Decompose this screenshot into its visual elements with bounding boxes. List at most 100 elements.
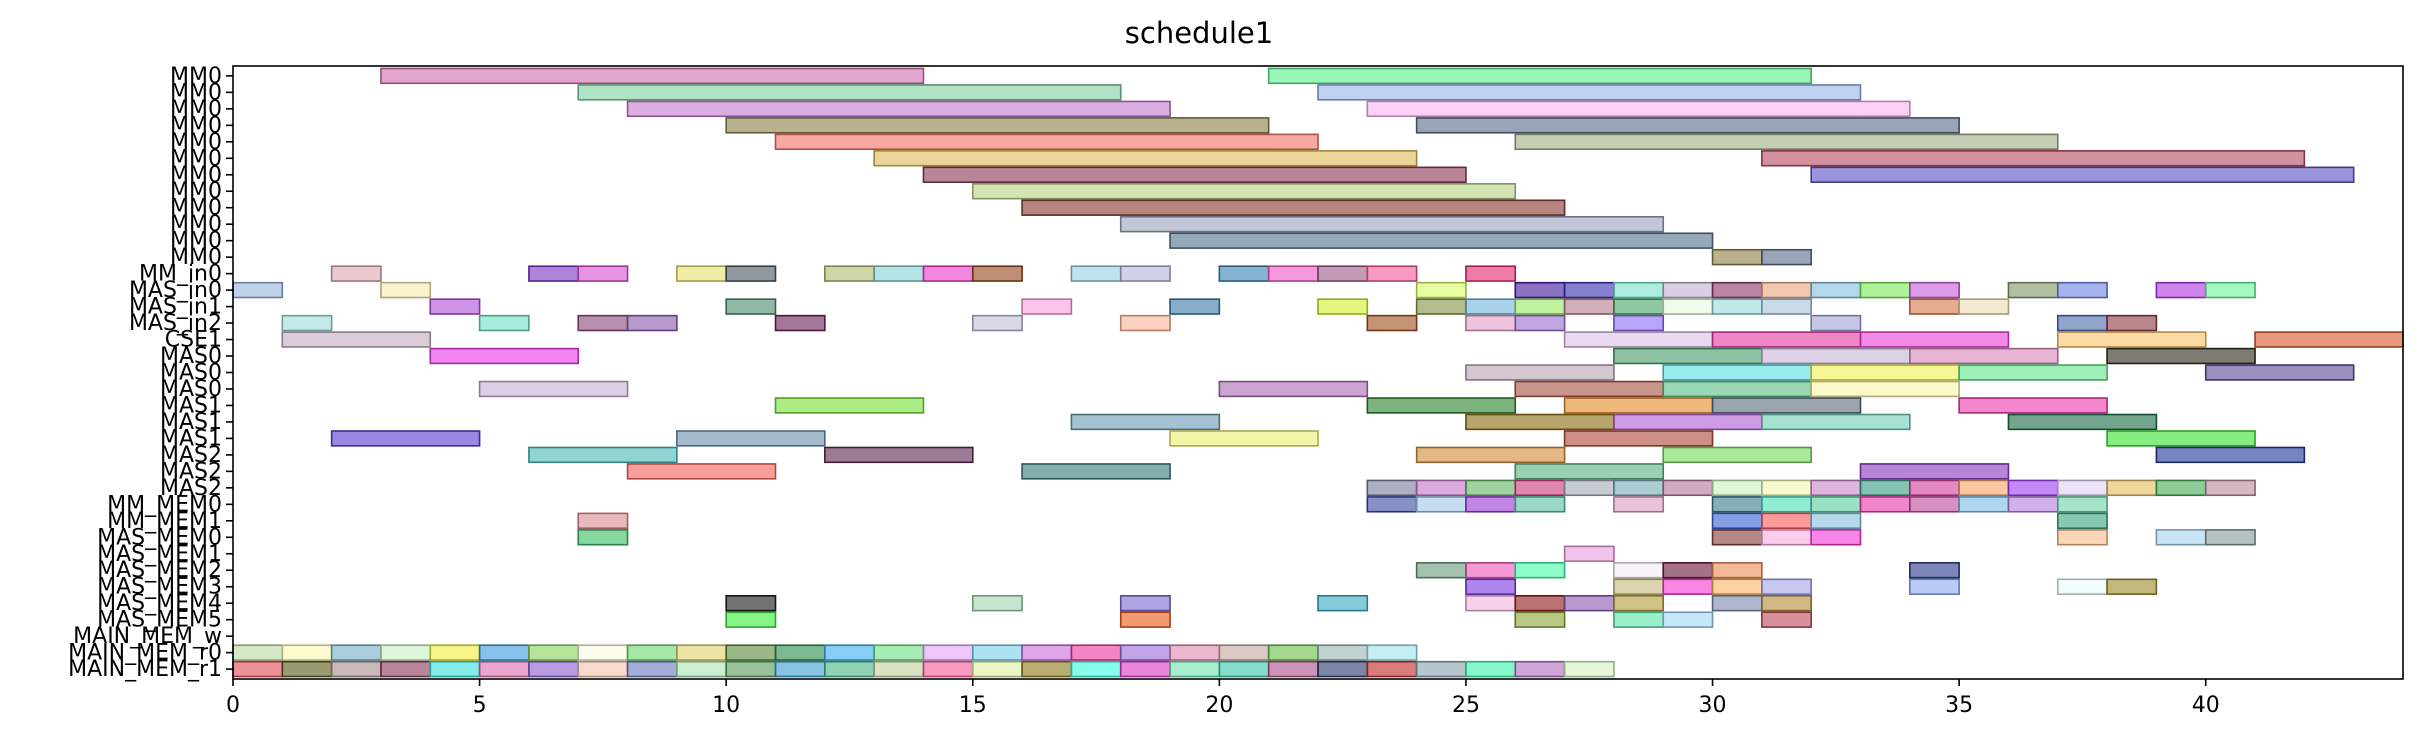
y-tick-label: MAS1 <box>160 410 222 435</box>
task-bar <box>1218 644 1270 661</box>
task-bar <box>1465 314 1517 332</box>
task-bar <box>2007 496 2059 513</box>
task-bar <box>1859 463 2010 480</box>
task-bar <box>1711 496 1763 513</box>
task-bar <box>2056 281 2108 299</box>
task-bar <box>1169 232 1714 249</box>
task-bar <box>1415 298 1467 315</box>
plot-frame <box>232 65 2404 680</box>
task-bar <box>626 100 1171 118</box>
task-bar <box>1958 496 2010 513</box>
y-tick-label: MM0 <box>170 212 222 237</box>
task-bar <box>676 660 727 678</box>
chart-title: schedule1 <box>1125 16 1273 50</box>
task-bar <box>1465 594 1517 612</box>
task-bar <box>1119 215 1665 233</box>
task-bar <box>1514 496 1566 513</box>
task-bar <box>2106 430 2256 447</box>
task-bar <box>2007 479 2059 497</box>
task-bar <box>1119 594 1171 612</box>
task-bar <box>1810 496 1862 513</box>
task-bar <box>1761 298 1812 315</box>
y-tick-label: MM0 <box>170 229 222 254</box>
task-bar <box>2106 578 2158 595</box>
task-bar <box>577 314 629 332</box>
task-bar <box>922 660 974 678</box>
task-bar <box>2056 578 2108 595</box>
y-tick-label: CSE1 <box>165 328 222 353</box>
task-bar <box>577 512 629 530</box>
task-bar <box>478 660 530 678</box>
task-bar <box>1267 265 1319 282</box>
y-tick-label: MAS2 <box>160 443 222 468</box>
task-bar <box>1366 644 1418 661</box>
task-bar <box>1613 281 1665 299</box>
task-bar <box>1761 347 1911 365</box>
x-tick-label: 0 <box>226 693 240 718</box>
task-bar <box>1415 562 1467 579</box>
task-bar <box>676 265 727 282</box>
y-tick-label: MM_in0 <box>139 262 222 287</box>
y-tick-label: MAS2 <box>160 459 222 484</box>
task-bar <box>774 133 1319 151</box>
task-bar <box>1317 298 1369 315</box>
y-tick-label: MM0 <box>170 130 222 155</box>
task-bar <box>824 265 875 282</box>
task-bar <box>1366 479 1418 497</box>
task-bar <box>1021 644 1073 661</box>
y-tick-label: MM0 <box>170 196 222 221</box>
task-bar <box>232 644 284 661</box>
task-bar <box>2106 314 2158 332</box>
y-tick-label: MAS_MEM2 <box>97 558 222 583</box>
task-bar <box>1761 611 1812 628</box>
y-tick-label: MAS_MEM0 <box>97 525 222 550</box>
task-bar <box>626 314 678 332</box>
task-bar <box>971 660 1023 678</box>
task-bar <box>1514 660 1566 678</box>
task-bar <box>922 265 974 282</box>
task-bar <box>1119 314 1171 332</box>
task-bar <box>1514 562 1566 579</box>
task-bar <box>429 660 481 678</box>
task-bar <box>1366 660 1418 678</box>
task-bar <box>1761 479 1812 497</box>
task-bar <box>873 265 925 282</box>
task-bar <box>725 298 777 315</box>
y-tick-label: MAS0 <box>160 344 222 369</box>
task-bar <box>1711 594 1763 612</box>
task-bar <box>1465 578 1517 595</box>
task-bar <box>2056 479 2108 497</box>
task-bar <box>1613 314 1665 332</box>
task-bar <box>1169 298 1221 315</box>
task-bar <box>1119 660 1171 678</box>
task-bar <box>1563 430 1714 447</box>
y-tick-label: MAS1 <box>160 426 222 451</box>
task-bar <box>1514 133 2059 151</box>
task-bar <box>1810 364 1960 381</box>
task-bar <box>1366 100 1911 118</box>
task-bar <box>1909 281 1960 299</box>
task-bar <box>1761 578 1812 595</box>
y-tick-label: MM0 <box>170 97 222 122</box>
task-bar <box>380 644 432 661</box>
task-bar <box>429 298 481 315</box>
task-bar <box>1317 644 1369 661</box>
task-bar <box>1415 479 1467 497</box>
task-bar <box>330 265 382 282</box>
task-bar <box>1415 496 1467 513</box>
task-bar <box>2204 281 2256 299</box>
y-tick-label: MAS_MEM5 <box>97 608 222 633</box>
task-bar <box>774 314 826 332</box>
task-bar <box>1810 166 2355 183</box>
y-tick-label: MAIN_MEM_r0 <box>68 641 222 666</box>
task-bar <box>725 265 777 282</box>
y-tick-label: MAS2 <box>160 476 222 501</box>
task-bar <box>2155 281 2207 299</box>
task-bar <box>1366 397 1517 414</box>
task-bar <box>2007 281 2059 299</box>
task-bar <box>2204 529 2256 546</box>
task-bar <box>1711 298 1763 315</box>
task-bar <box>1613 479 1665 497</box>
y-tick-label: MM0 <box>170 245 222 270</box>
task-bar <box>1958 479 2010 497</box>
